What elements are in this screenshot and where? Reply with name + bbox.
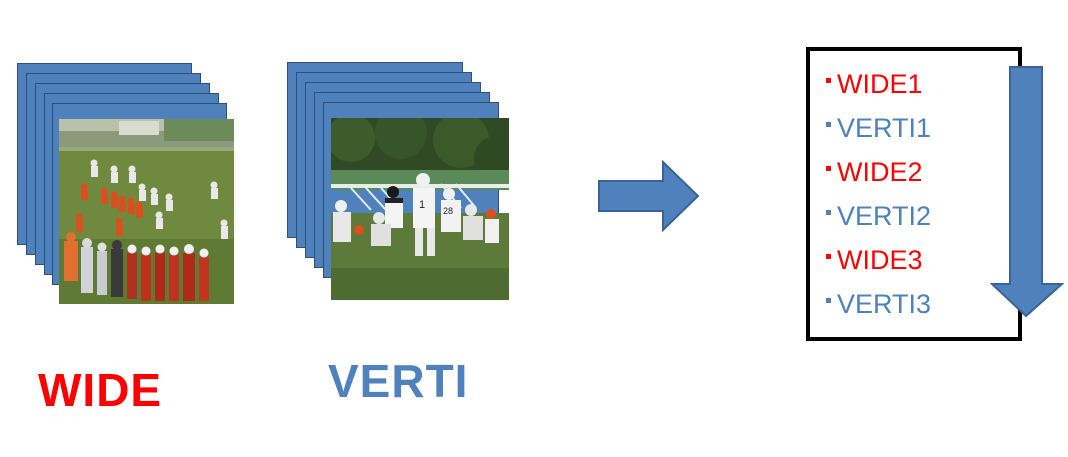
sequence-item: WIDE2 <box>826 150 931 194</box>
verti-label: VERTI <box>328 355 469 407</box>
sequence-item: VERTI2 <box>826 194 931 238</box>
sequence-item: VERTI1 <box>826 106 931 150</box>
sequence-item-label: WIDE1 <box>837 68 923 99</box>
bullet-icon <box>826 209 831 215</box>
sequence-item: WIDE3 <box>826 238 931 282</box>
sequence-item-label: VERTI3 <box>837 288 932 319</box>
sequence-item-label: VERTI2 <box>837 200 932 231</box>
sequence-item: WIDE1 <box>826 62 931 106</box>
wide-shot-image <box>59 119 234 304</box>
bullet-icon <box>826 253 831 259</box>
svg-text:1: 1 <box>419 199 425 211</box>
sequence-item-label: WIDE2 <box>837 156 923 187</box>
right-arrow-icon <box>598 160 700 232</box>
svg-text:28: 28 <box>443 206 453 216</box>
bullet-icon <box>826 165 831 171</box>
bullet-icon <box>826 297 831 303</box>
sequence-item-label: WIDE3 <box>837 244 923 275</box>
verti-shot-image: 1 28 <box>331 118 509 300</box>
wide-label: WIDE <box>38 364 163 416</box>
bullet-icon <box>826 77 831 83</box>
sequence-list: WIDE1 VERTI1 WIDE2 VERTI2 WIDE3 VERTI3 <box>826 62 931 326</box>
sequence-item-label: VERTI1 <box>837 112 932 143</box>
sequence-box <box>806 47 1022 341</box>
bullet-icon <box>826 121 831 127</box>
down-arrow-icon <box>990 66 1064 318</box>
sequence-item: VERTI3 <box>826 282 931 326</box>
